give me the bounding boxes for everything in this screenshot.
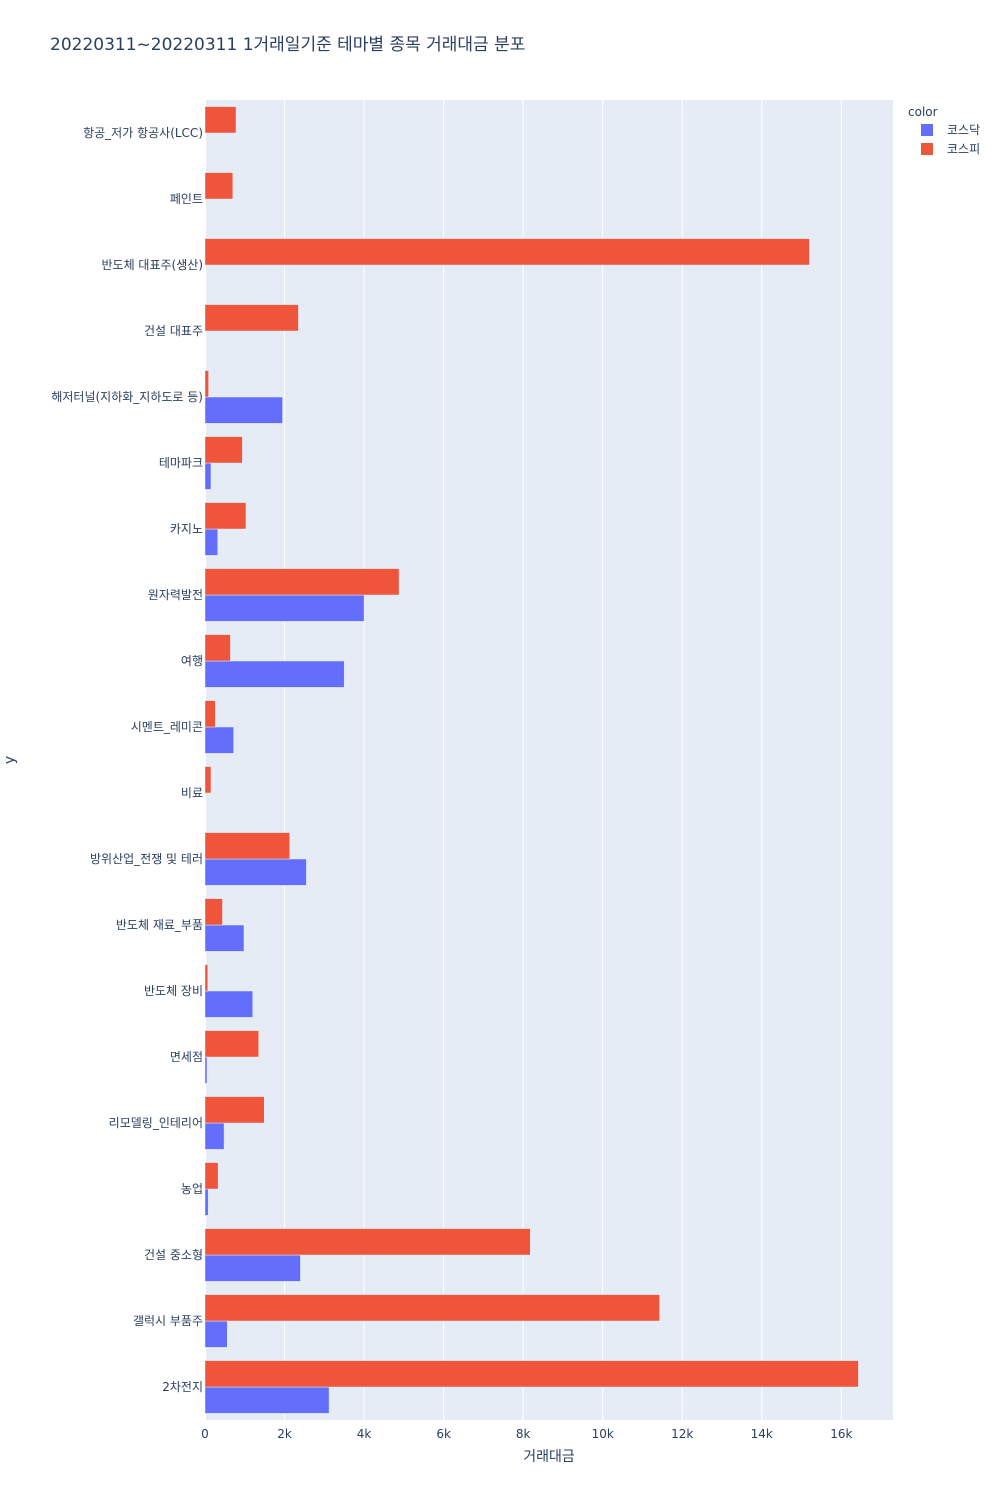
x-tick-labels: 0 2k 4k 6k 8k 10k 12k 14k 16k: [201, 1427, 852, 1441]
bar-kospi: [204, 436, 243, 464]
bar-kosdaq: [204, 858, 307, 886]
bar-kosdaq: [204, 1056, 208, 1084]
legend-swatch: [921, 124, 933, 136]
bar-kospi: [204, 502, 247, 530]
y-tick-label: 면세점: [170, 1050, 203, 1064]
y-tick-label: 갤럭시 부품주: [133, 1314, 203, 1328]
y-tick-label: 해저터널(지하화_지하도로 등): [51, 390, 203, 404]
bar-kospi: [204, 832, 290, 860]
bars: [204, 106, 859, 1414]
y-tick-label: 여행: [181, 653, 203, 668]
bar-kospi: [204, 1228, 531, 1256]
bar-kosdaq: [204, 396, 283, 424]
bar-kosdaq: [204, 462, 212, 490]
bar-kospi: [204, 766, 212, 794]
y-tick-label: 원자력발전: [148, 588, 203, 602]
y-tick-label: 반도체 장비: [144, 984, 203, 998]
legend-item: 코스피: [947, 142, 980, 156]
legend-swatch: [921, 143, 933, 155]
y-tick-label: 반도체 대표주(생산): [102, 258, 204, 272]
plot-area: [205, 100, 893, 1420]
y-tick-label: 방위산업_전쟁 및 테러: [90, 852, 203, 866]
bar-kospi: [204, 1096, 265, 1124]
bar-kospi: [204, 568, 400, 596]
x-tick-label: 4k: [357, 1427, 372, 1441]
bar-kospi: [204, 1162, 219, 1190]
bar-kospi: [204, 700, 216, 728]
y-tick-label: 항공_저가 항공사(LCC): [83, 126, 203, 140]
y-axis-title: y: [2, 756, 18, 764]
legend-title: color: [908, 105, 938, 119]
y-tick-label: 페인트: [170, 192, 203, 206]
bar-kosdaq: [204, 990, 253, 1018]
x-tick-label: 6k: [436, 1427, 451, 1441]
x-axis-title: 거래대금: [523, 1449, 575, 1465]
bar-kosdaq: [204, 528, 218, 556]
bar-kosdaq: [204, 1320, 228, 1348]
x-tick-label: 10k: [592, 1427, 614, 1441]
y-tick-label: 농업: [181, 1182, 203, 1196]
bar-kospi: [204, 304, 299, 332]
bar-kospi: [204, 1030, 259, 1058]
y-tick-label: 건설 중소형: [144, 1248, 203, 1262]
bar-kospi: [204, 964, 209, 992]
y-tick-label: 시멘트_레미콘: [131, 720, 203, 734]
bar-kospi: [204, 898, 223, 926]
y-tick-label: 비료: [181, 786, 203, 800]
bar-kosdaq: [204, 594, 365, 622]
y-tick-label: 카지노: [170, 522, 203, 536]
bar-kosdaq: [204, 924, 245, 952]
bar-kosdaq: [204, 660, 345, 688]
x-tick-label: 14k: [751, 1427, 773, 1441]
y-tick-label: 반도체 재료_부품: [116, 918, 203, 932]
x-tick-label: 2k: [277, 1427, 292, 1441]
bar-kospi: [204, 172, 234, 200]
bar-kospi: [204, 238, 810, 266]
chart-title: 20220311~20220311 1거래일기준 테마별 종목 거래대금 분포: [50, 35, 525, 55]
legend-item: 코스닥: [947, 123, 980, 137]
x-tick-label: 8k: [516, 1427, 531, 1441]
y-tick-label: 건설 대표주: [144, 324, 203, 338]
bar-kospi: [204, 370, 209, 398]
bar-kospi: [204, 106, 237, 134]
x-tick-label: 16k: [830, 1427, 852, 1441]
bar-kosdaq: [204, 1188, 209, 1216]
bar-kosdaq: [204, 1386, 330, 1414]
bar-kospi: [204, 634, 231, 662]
y-tick-label: 2차전지: [162, 1380, 203, 1394]
bar-kosdaq: [204, 1254, 301, 1282]
x-tick-label: 0: [201, 1427, 209, 1441]
bar-kospi: [204, 1360, 859, 1388]
bar-kospi: [204, 1294, 660, 1322]
x-tick-label: 12k: [671, 1427, 693, 1441]
bar-kosdaq: [204, 726, 234, 754]
y-tick-label: 테마파크: [159, 456, 203, 470]
y-tick-label: 리모델링_인테리어: [109, 1116, 203, 1130]
bar-kosdaq: [204, 1122, 225, 1150]
